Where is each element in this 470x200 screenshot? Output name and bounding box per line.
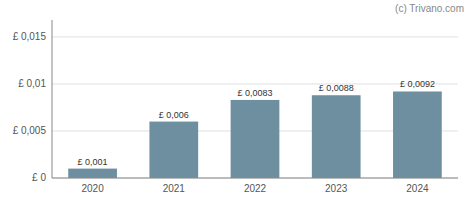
x-tick-label: 2022 xyxy=(244,183,267,194)
data-labels: £ 0,001 £ 0,006 £ 0,0083 £ 0,0088 £ 0,0092 xyxy=(78,79,435,166)
chart-container: £ 0£ 0,005£ 0,01£ 0,01520202021202220232… xyxy=(0,0,470,200)
data-label: £ 0,006 xyxy=(159,110,189,120)
y-axis: £ 0 £ 0,005 £ 0,01 £ 0,015 xyxy=(13,31,47,183)
y-tick-label: £ 0,005 xyxy=(13,125,47,136)
y-tick-label: £ 0,01 xyxy=(18,78,46,89)
axes xyxy=(52,20,458,178)
x-tick-label: 2021 xyxy=(163,183,186,194)
bar xyxy=(393,91,442,178)
annotation: (c) Trivano.com xyxy=(395,3,464,14)
bar xyxy=(68,169,117,178)
bars xyxy=(68,91,442,178)
x-axis: 2020 2021 2022 2023 2024 xyxy=(81,183,428,194)
data-label: £ 0,0092 xyxy=(400,79,435,89)
grid-line xyxy=(52,178,458,179)
chart: £ 0£ 0,005£ 0,01£ 0,01520202021202220232… xyxy=(0,0,470,200)
x-tick-label: 2024 xyxy=(406,183,429,194)
data-label: £ 0,0088 xyxy=(319,83,354,93)
bar xyxy=(312,95,361,178)
data-label: £ 0,0083 xyxy=(237,88,272,98)
y-tick-label: £ 0 xyxy=(32,172,46,183)
bar xyxy=(149,122,198,178)
x-tick-label: 2020 xyxy=(81,183,104,194)
bar xyxy=(231,100,280,178)
x-axis-line xyxy=(52,178,458,179)
data-label: £ 0,001 xyxy=(78,157,108,167)
x-tick-label: 2023 xyxy=(325,183,348,194)
y-tick-label: £ 0,015 xyxy=(13,31,47,42)
y-axis-line xyxy=(52,20,53,178)
grid-line xyxy=(52,36,458,37)
grid-line xyxy=(52,83,458,84)
grid xyxy=(52,37,458,178)
